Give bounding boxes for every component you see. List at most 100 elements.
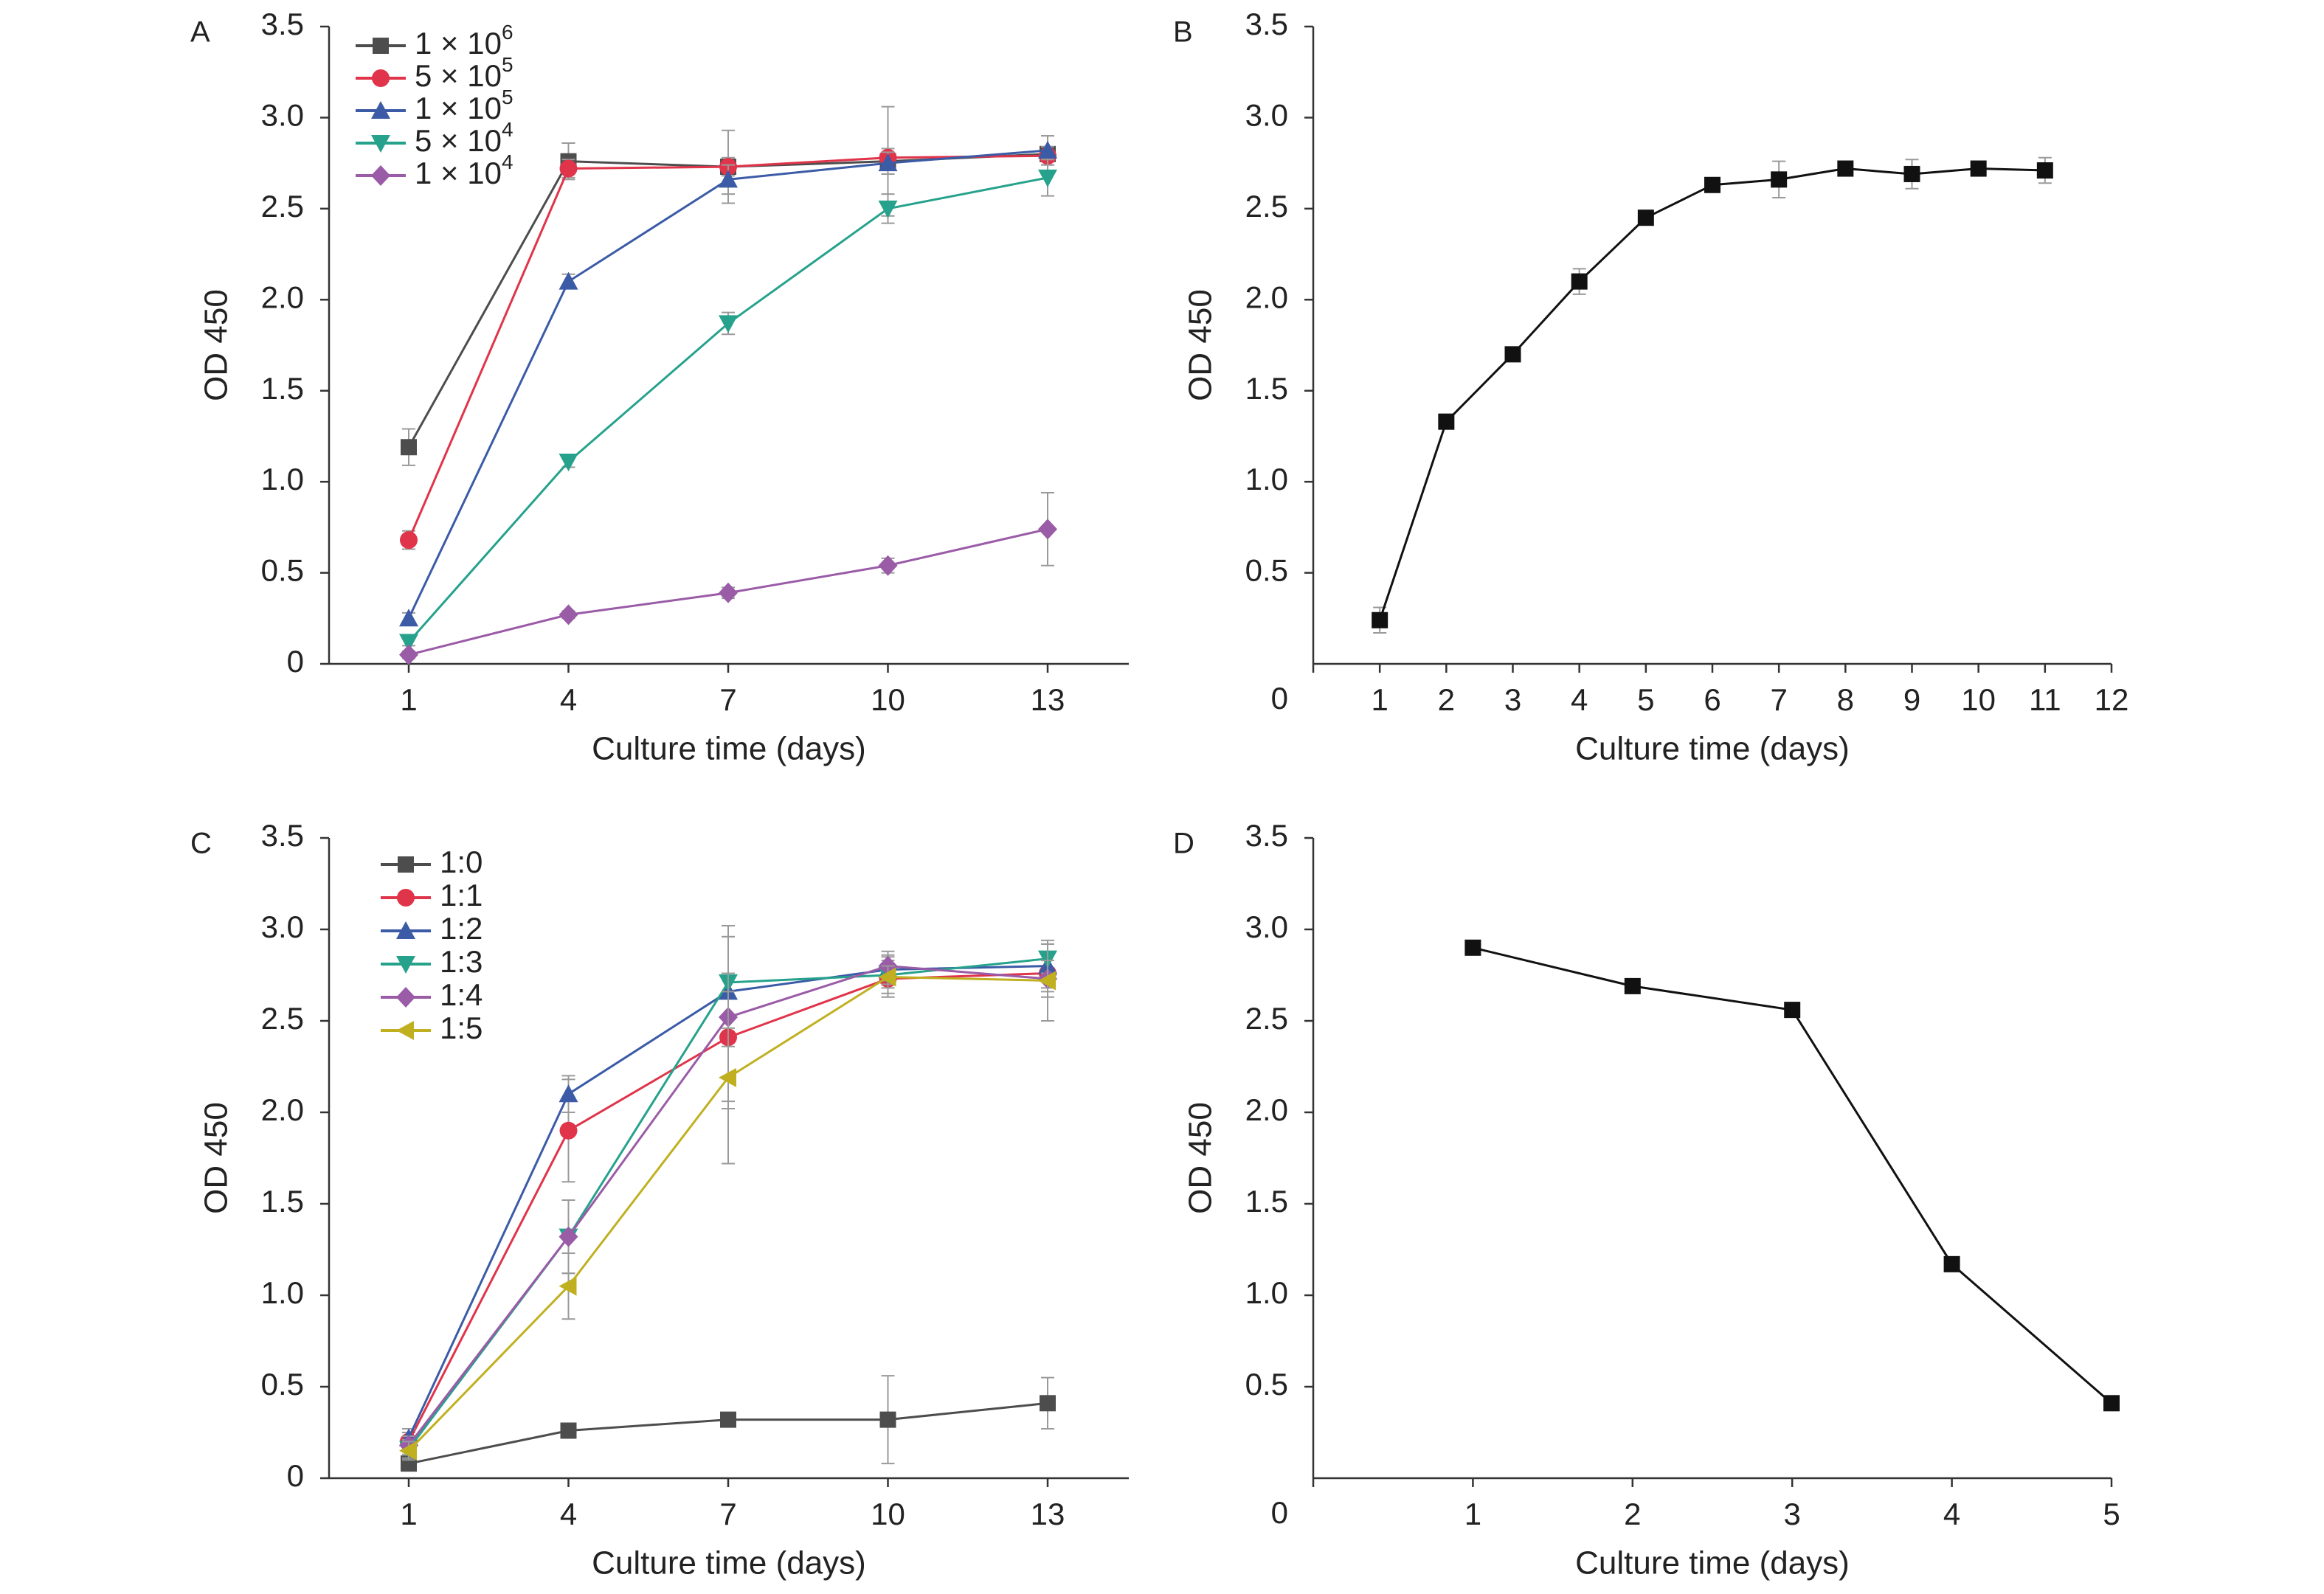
- x-tick-label: 8: [1837, 682, 1854, 717]
- y-tick-label: 2.0: [1245, 1092, 1288, 1127]
- legend-label: 1:1: [440, 878, 483, 912]
- y-tick-label: 2.5: [261, 1001, 304, 1036]
- origin-label: 0: [1271, 1495, 1288, 1530]
- data-point: [558, 1276, 577, 1296]
- data-point: [1038, 169, 1057, 187]
- x-tick-label: 5: [2103, 1497, 2120, 1531]
- x-tick-label: 3: [1504, 682, 1521, 717]
- series-4: [399, 491, 1057, 665]
- series-2: [399, 135, 1057, 627]
- data-point: [2103, 1395, 2120, 1412]
- series-line: [407, 149, 1048, 619]
- x-tick-label: 3: [1784, 1497, 1801, 1531]
- x-tick-label: 7: [1770, 682, 1787, 717]
- y-tick-label: 0.5: [1245, 1367, 1288, 1401]
- data-point: [558, 604, 578, 626]
- x-tick-label: 12: [2095, 682, 2129, 717]
- panel-label: A: [190, 16, 210, 49]
- data-point: [879, 1411, 896, 1428]
- legend-marker: [397, 889, 415, 907]
- y-tick-label: 3.5: [1245, 818, 1288, 853]
- legend-marker: [396, 987, 415, 1008]
- data-point: [558, 1226, 578, 1247]
- data-point: [399, 609, 418, 627]
- y-tick-label: 2.0: [261, 1092, 304, 1127]
- legend: 1:01:11:21:31:41:5: [381, 845, 483, 1045]
- y-tick-label: 1.5: [1245, 371, 1288, 406]
- y-tick-label: 1.5: [1245, 1184, 1288, 1219]
- y-axis-title: OD 450: [198, 289, 235, 401]
- data-point: [399, 634, 418, 652]
- y-tick-label: 2.5: [261, 189, 304, 223]
- data-point: [399, 644, 418, 665]
- data-point: [1970, 160, 1987, 177]
- y-tick-label: 3.5: [1245, 7, 1288, 41]
- x-tick-label: 7: [719, 1497, 736, 1531]
- series-line: [407, 176, 1048, 643]
- origin-label: 0: [1271, 681, 1288, 715]
- data-point: [399, 1441, 417, 1460]
- y-tick-label: 3.0: [261, 98, 304, 133]
- data-point: [719, 1067, 736, 1087]
- data-point: [2036, 162, 2053, 179]
- legend-marker: [373, 38, 389, 54]
- data-point: [1038, 140, 1057, 159]
- y-axis-title: OD 450: [1183, 289, 1219, 401]
- x-tick-label: 7: [719, 682, 736, 717]
- legend-label: 5 × 104: [415, 118, 513, 158]
- x-axis-title: Culture time (days): [1575, 731, 1850, 767]
- legend-marker: [371, 135, 390, 153]
- legend-label: 1:2: [440, 911, 483, 946]
- x-tick-label: 6: [1704, 682, 1720, 717]
- data-point: [878, 967, 896, 987]
- x-tick-label: 1: [1371, 682, 1388, 717]
- y-tick-label: 3.0: [261, 909, 304, 944]
- data-point: [1771, 171, 1788, 188]
- legend-label: 5 × 105: [415, 53, 513, 93]
- legend-exponent: 4: [502, 118, 513, 141]
- series-3: [399, 159, 1057, 652]
- data-point: [400, 531, 418, 550]
- data-point: [719, 582, 738, 603]
- y-tick-label: 0: [287, 644, 304, 679]
- legend-marker: [396, 1021, 414, 1040]
- y-tick-label: 2.0: [261, 280, 304, 314]
- legend-marker: [371, 165, 390, 186]
- data-point: [1903, 165, 1920, 182]
- data-point: [878, 200, 898, 218]
- y-tick-label: 2.5: [1245, 189, 1288, 223]
- legend-label: 1:5: [440, 1011, 483, 1045]
- y-tick-label: 2.5: [1245, 1001, 1288, 1036]
- data-point: [558, 1084, 578, 1103]
- series-1: [400, 145, 1056, 550]
- y-tick-label: 2.0: [1245, 280, 1288, 314]
- data-point: [558, 453, 578, 471]
- x-tick-label: 13: [1031, 682, 1065, 717]
- x-tick-label: 9: [1903, 682, 1920, 717]
- series-line: [407, 154, 1048, 541]
- data-point: [878, 153, 898, 172]
- legend-label: 1 × 104: [415, 150, 513, 190]
- y-tick-label: 1.0: [1245, 1275, 1288, 1310]
- series-0: [401, 1375, 1056, 1472]
- data-point: [559, 159, 578, 178]
- series-0: [1372, 156, 2053, 634]
- data-point: [1943, 1255, 1960, 1272]
- y-tick-label: 1.0: [261, 462, 304, 496]
- data-point: [720, 1411, 736, 1428]
- x-tick-label: 5: [1637, 682, 1654, 717]
- legend-label: 1:0: [440, 845, 483, 879]
- data-point: [1784, 1002, 1801, 1019]
- x-tick-label: 4: [1943, 1497, 1960, 1531]
- data-point: [1571, 273, 1588, 290]
- y-tick-label: 1.0: [1245, 462, 1288, 496]
- y-tick-label: 0.5: [1245, 553, 1288, 588]
- data-point: [719, 170, 738, 188]
- legend-marker: [372, 69, 390, 87]
- legend-label: 1:3: [440, 944, 483, 979]
- panel-label: D: [1173, 828, 1194, 860]
- x-axis-title: Culture time (days): [592, 731, 866, 767]
- x-tick-label: 10: [1961, 682, 1996, 717]
- series-line: [1378, 167, 2045, 621]
